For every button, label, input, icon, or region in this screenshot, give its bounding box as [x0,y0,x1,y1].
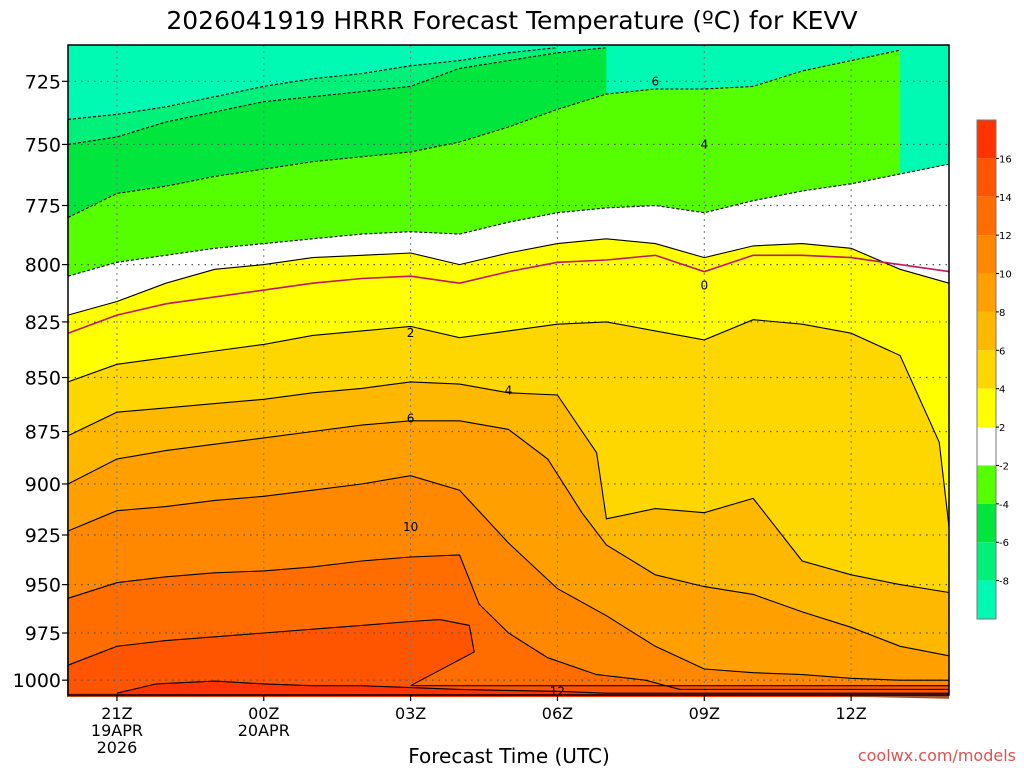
x-tick-label: 2026 [97,738,138,757]
colorbar-tick-label: 10 [999,270,1012,281]
y-tick-label: 725 [25,71,61,93]
y-axis: 725 750 775 800 825 850 875 900 925 950 975 1000 [13,71,68,692]
isotherm-line-16 [116,680,949,694]
ground-layer [68,695,949,699]
isotherm-line-4 [67,319,950,527]
fill-region-14 [67,619,949,697]
contour-label: 10 [403,520,418,534]
ground [68,695,949,699]
colorbar-tick-label: -4 [999,500,1009,511]
colorbar-band [977,580,996,619]
colorbar-tick-label: -2 [999,461,1009,472]
colorbar-tick-label: -6 [999,538,1009,549]
colorbar-frame [976,119,997,620]
colorbar-band [977,120,996,159]
isotherm-line--4 [67,49,901,218]
x-tick-label: 09Z [689,704,720,723]
contour-label: 4 [700,137,708,151]
y-tick-label: 775 [25,196,61,218]
x-tick-label: 00Z [248,704,279,723]
credit-text: coolwx.com/models [858,746,1016,765]
isotherm-line--2 [67,163,950,277]
isotherm-lines [67,47,950,694]
y-tick-label: 950 [25,575,61,597]
plot-frame [67,44,950,696]
isotherm-line-6 [67,381,950,594]
x-tick-label: 12Z [835,704,866,723]
colorbar-band [977,196,996,236]
colorbar-band [977,427,996,466]
isotherm-line-10 [67,475,949,681]
contour-label: 2 [407,326,415,340]
colorbar-band [977,273,996,312]
freezing-line [67,254,950,334]
colorbar-tick-label: 4 [999,385,1005,396]
y-tick-label: 975 [25,623,61,645]
contour-label: 4 [505,384,513,398]
isotherm-line-8 [67,420,950,657]
x-tick-label: 20APR [238,721,290,740]
isotherm-line--6 [67,47,607,145]
isotherm-line-14 [67,619,949,687]
contour-label: 6 [652,74,660,88]
colorbar-band [977,235,996,274]
colorbar-band [977,388,996,428]
isotherm-line-12 [67,554,949,690]
colorbar-tick-label: 12 [999,231,1012,242]
y-tick-label: 925 [25,525,61,547]
colorbar-tick-label: 8 [999,308,1005,319]
colorbar-band [977,542,996,581]
contour-label: 6 [407,412,415,426]
colorbar-band [977,465,996,504]
y-tick-label: 825 [25,312,61,334]
chart-title: 2026041919 HRRR Forecast Temperature (ºC… [166,6,857,35]
y-tick-label: 1000 [13,670,61,692]
colorbar-tick-label: 2 [999,423,1005,434]
y-tick-label: 850 [25,368,61,390]
colorbar-tick-label: -8 [999,577,1009,588]
contour-label: 0 [700,278,708,292]
isotherm-line-2 [67,238,950,316]
x-tick-label: 06Z [542,704,573,723]
y-tick-label: 750 [25,134,61,156]
x-tick-label: 03Z [395,704,426,723]
colorbar-band [977,158,996,197]
colorbar-tick-label: 14 [999,193,1012,204]
colorbar-band [977,503,996,543]
colorbar-tick-label: 6 [999,346,1005,357]
y-tick-label: 900 [25,474,61,496]
x-tick-label: 21Z [101,704,132,723]
y-tick-label: 800 [25,255,61,277]
isotherm-fills [67,47,949,698]
colorbar-tick-label: 16 [999,154,1012,165]
colorbar: 16 14 12 10 8 6 4 2 -2 -4 -6 -8 [976,119,1012,620]
isotherm-line--8 [67,47,558,120]
x-axis-label: Forecast Time (UTC) [408,744,610,768]
x-tick-label: 19APR [91,721,143,740]
y-tick-label: 875 [25,422,61,444]
colorbar-band [977,350,996,389]
colorbar-band [977,311,996,351]
